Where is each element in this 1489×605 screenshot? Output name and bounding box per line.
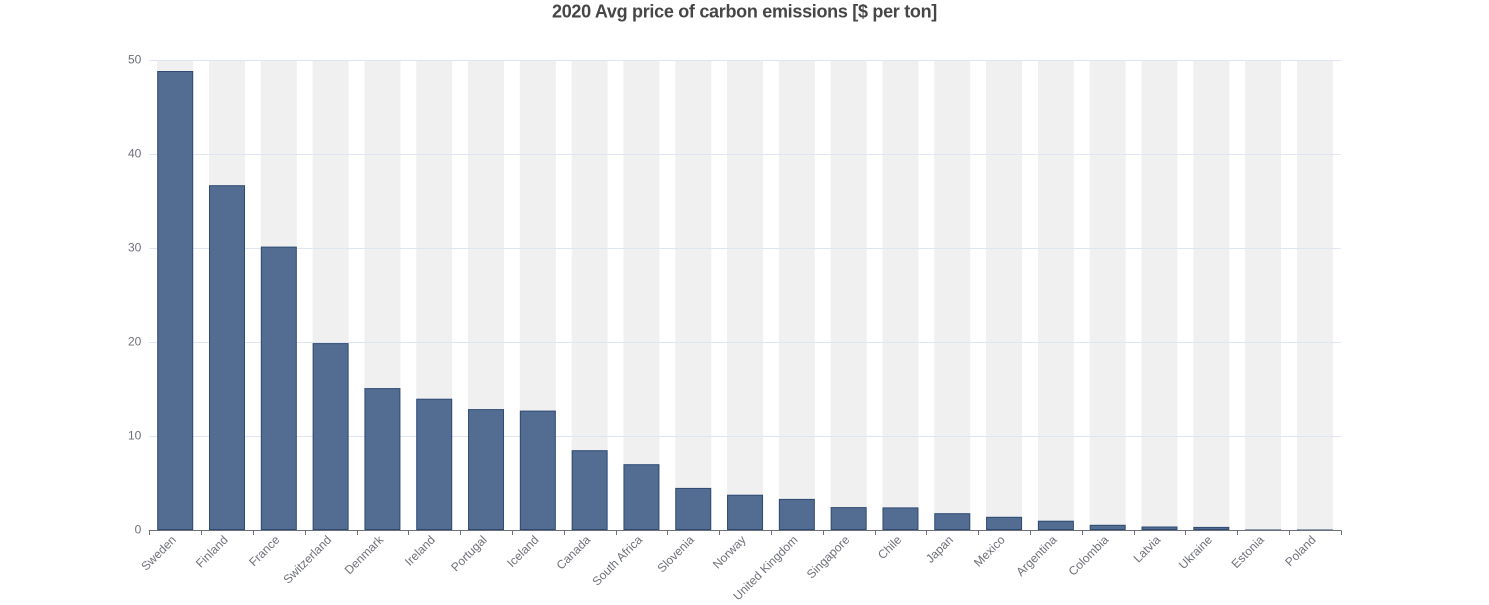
svg-text:20: 20 xyxy=(128,335,142,349)
svg-text:0: 0 xyxy=(135,523,142,537)
svg-text:10: 10 xyxy=(128,429,142,443)
svg-text:30: 30 xyxy=(128,241,142,255)
svg-text:50: 50 xyxy=(128,53,142,67)
svg-text:40: 40 xyxy=(128,147,142,161)
svg-text:2020 Avg price of carbon emiss: 2020 Avg price of carbon emissions [$ pe… xyxy=(552,2,937,22)
